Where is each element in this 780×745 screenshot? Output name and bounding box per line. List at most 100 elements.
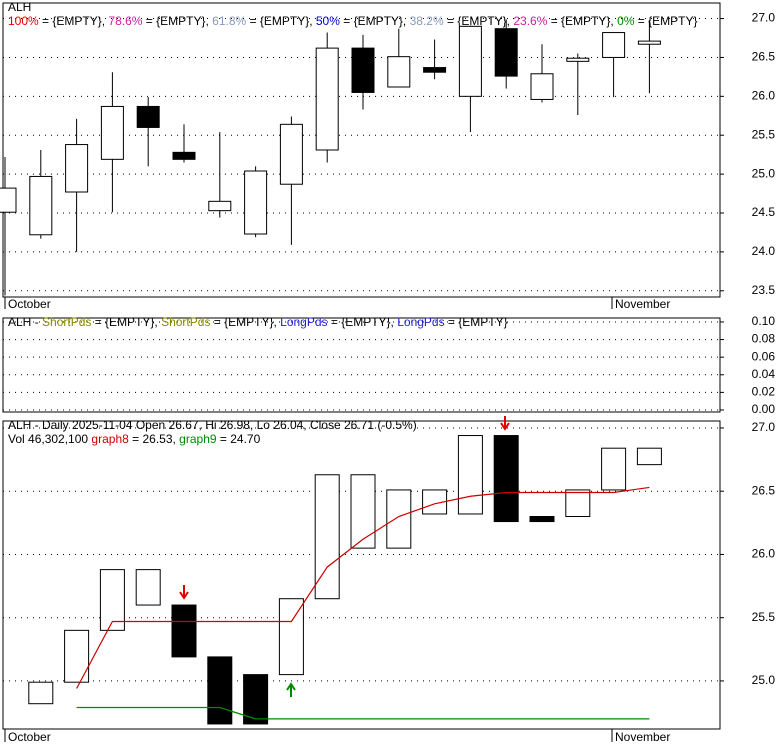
ha-box (493, 435, 519, 523)
panel: 0.00 0.02 0.04 0.06 0.08 0.10 ALH - ShortPds =… (2, 314, 776, 416)
candle-body (0, 187, 17, 213)
candle-body (136, 105, 160, 128)
candle-body (494, 28, 518, 77)
ha-box (350, 474, 376, 549)
legend-text: = {EMPTY}, (340, 14, 410, 28)
legend-name: 61.8% (212, 14, 246, 28)
indicator-line (76, 706, 650, 720)
ha-box (278, 598, 304, 676)
y-tick-label: 26.0 (752, 89, 776, 103)
y-tick-label: 26.5 (752, 483, 776, 497)
candle-body (387, 56, 411, 88)
y-tick-label: 23.5 (752, 283, 776, 297)
y-tick-label: 25.0 (752, 673, 776, 687)
legend-name: ShortPds (42, 315, 91, 329)
legend-name: 78.6% (108, 14, 142, 28)
legend-name: 50% (316, 14, 340, 28)
panel: 23.5 24.0 24.5 25.0 25.5 26.0 26.5 27.0 ALH100% … (0, 0, 775, 311)
legend-text: = {EMPTY}, (547, 14, 617, 28)
volume-label: Vol 46,302,100 (8, 432, 91, 446)
ha-box (529, 515, 555, 523)
ha-box (636, 447, 662, 466)
y-tick-label: 0.04 (752, 367, 776, 381)
legend-name: LongPds (280, 315, 327, 329)
legend-text: = {EMPTY}, (142, 14, 212, 28)
y-tick-label: 0.06 (752, 349, 776, 363)
y-tick-label: 26.5 (752, 50, 776, 64)
legend-text: = {EMPTY}, (246, 14, 316, 28)
candle-body (637, 40, 661, 45)
y-tick-label: 25.0 (752, 166, 776, 180)
ha-box (601, 447, 627, 491)
chart-title: ALH (8, 0, 31, 14)
legend-value: = 24.70 (217, 432, 261, 446)
legend-name: 23.6% (513, 14, 547, 28)
y-tick-label: 26.0 (752, 547, 776, 561)
candle-body (530, 73, 554, 100)
chart-title: ALH - (8, 315, 42, 329)
signal-arrows (179, 416, 510, 697)
candle-body (279, 123, 303, 185)
candle-body (566, 57, 590, 62)
x-label: October (8, 730, 51, 744)
panel-frame (2, 420, 721, 730)
legend-text: = {EMPTY} (634, 14, 697, 28)
legend-value: = 26.53, (129, 432, 179, 446)
y-tick-label: 27.0 (752, 11, 776, 25)
legend-name: 0% (617, 14, 635, 28)
candle-body (315, 47, 339, 151)
buy-arrow (286, 682, 296, 697)
candle-body (208, 200, 232, 212)
panel: 25.0 25.5 26.0 26.5 27.0 ALH - Daily 2025-11-… (2, 418, 776, 744)
x-label: October (8, 297, 51, 311)
y-tick-label: 0.08 (752, 332, 776, 346)
candle-body (351, 47, 375, 93)
ha-box (565, 489, 591, 517)
ha-box (64, 629, 90, 683)
indicator-line (76, 486, 650, 689)
legend: ALH - ShortPds = {EMPTY}, ShortPds = {EM… (8, 315, 508, 329)
ha-box (99, 569, 125, 631)
legend-name: 100% (8, 14, 39, 28)
candle-body (29, 175, 53, 236)
candle-body (458, 25, 482, 97)
legend-text: = {EMPTY}, (39, 14, 109, 28)
ha-box (28, 681, 54, 705)
y-tick-label: 24.5 (752, 205, 776, 219)
legend-name: 38.2% (410, 14, 444, 28)
candle-body (65, 144, 89, 193)
ha-box (207, 656, 233, 725)
y-tick-label: 0.00 (752, 402, 776, 416)
legend-name: graph9 (179, 432, 217, 446)
chart-title: ALH - Daily 2025-11-04 Open 26.67, Hi 26… (8, 418, 417, 432)
legend-name: ShortPds (161, 315, 210, 329)
legend-name: graph8 (91, 432, 129, 446)
y-tick-label: 25.5 (752, 610, 776, 624)
legend-text: = {EMPTY}, (91, 315, 161, 329)
x-label: November (615, 730, 670, 744)
ha-box (171, 604, 197, 658)
ha-box (314, 474, 340, 600)
sell-arrow (179, 585, 189, 600)
legend-name: LongPds (397, 315, 444, 329)
candle-body (423, 67, 447, 73)
y-tick-label: 25.5 (752, 127, 776, 141)
candle-body (100, 105, 124, 160)
candle-body (244, 170, 268, 235)
y-tick-label: 0.10 (752, 314, 776, 328)
ha-box (457, 435, 483, 515)
sell-arrow (500, 416, 510, 431)
panel-frame (2, 317, 721, 413)
y-tick-label: 24.0 (752, 244, 776, 258)
y-tick-label: 0.02 (752, 385, 776, 399)
legend-text: = {EMPTY}, (210, 315, 280, 329)
ha-box (135, 569, 161, 606)
ha-box (386, 489, 412, 549)
legend: 100% = {EMPTY}, 78.6% = {EMPTY}, 61.8% =… (8, 14, 697, 28)
y-tick-label: 27.0 (752, 420, 776, 434)
x-label: November (615, 297, 670, 311)
legend-text: = {EMPTY}, (328, 315, 398, 329)
